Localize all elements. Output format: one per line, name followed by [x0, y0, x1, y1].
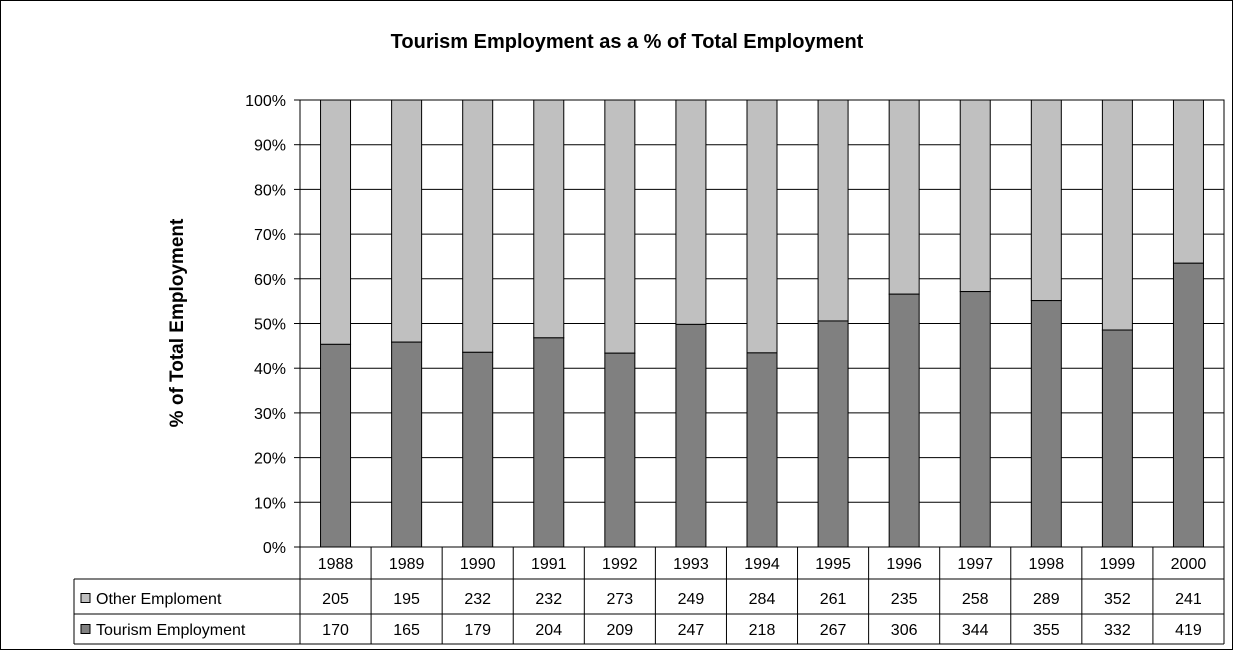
- bar-tourism-employment: [888, 293, 920, 548]
- y-tick-label: 100%: [245, 93, 286, 110]
- data-label-tourism: 419: [1175, 622, 1202, 639]
- bar-tourism-employment: [675, 323, 707, 548]
- data-label-other: 352: [1104, 591, 1131, 608]
- data-label-other: 249: [678, 591, 705, 608]
- x-tick-label: 1994: [744, 556, 780, 573]
- bar-tourism-employment: [1101, 329, 1133, 548]
- y-tick-label: 80%: [254, 182, 286, 199]
- data-label-other: 205: [322, 591, 349, 608]
- bar-other-employment: [959, 99, 991, 293]
- y-tick-label: 40%: [254, 361, 286, 378]
- bar-other-employment: [1030, 99, 1062, 302]
- data-label-tourism: 306: [891, 622, 918, 639]
- y-tick-label: 60%: [254, 272, 286, 289]
- data-table: 1988 1989 1990 1991 1992 1993 1994 1995 1996 1997…: [73, 547, 1225, 645]
- bar-other-employment: [1101, 99, 1133, 331]
- legend-label-tourism: Tourism Employment: [96, 622, 246, 639]
- x-tick-label: 1988: [318, 556, 354, 573]
- bar-tourism-employment: [462, 351, 494, 548]
- bar-tourism-employment: [533, 337, 565, 548]
- x-tick-label: 1999: [1100, 556, 1136, 573]
- y-tick-label: 0%: [263, 540, 286, 557]
- data-label-other: 232: [535, 591, 562, 608]
- bar-other-employment: [675, 99, 707, 325]
- y-tick-label: 50%: [254, 317, 286, 334]
- data-label-other: 289: [1033, 591, 1060, 608]
- bar-other-employment: [888, 99, 920, 295]
- bar-other-employment: [320, 99, 352, 345]
- y-axis-label: % of Total Employment: [167, 218, 188, 427]
- data-label-tourism: 165: [393, 622, 420, 639]
- data-label-tourism: 209: [606, 622, 633, 639]
- y-tick-label: 90%: [254, 138, 286, 155]
- x-tick-label: 1995: [815, 556, 851, 573]
- bar-tourism-employment: [320, 343, 352, 548]
- data-label-tourism: 267: [820, 622, 847, 639]
- x-tick-label: 1996: [886, 556, 922, 573]
- x-tick-label: 2000: [1171, 556, 1207, 573]
- data-label-other: 235: [891, 591, 918, 608]
- bar-tourism-employment: [959, 291, 991, 548]
- legend-label-other: Other Emploment: [96, 591, 222, 608]
- x-tick-label: 1989: [389, 556, 425, 573]
- x-tick-label: 1993: [673, 556, 709, 573]
- bar-other-employment: [533, 99, 565, 339]
- data-label-other: 258: [962, 591, 989, 608]
- x-tick-label: 1997: [957, 556, 993, 573]
- data-label-other: 284: [749, 591, 776, 608]
- x-tick-label: 1990: [460, 556, 496, 573]
- data-label-other: 273: [606, 591, 633, 608]
- y-tick-label: 20%: [254, 451, 286, 468]
- bars: [320, 99, 1204, 548]
- data-label-tourism: 218: [749, 622, 776, 639]
- legend-swatch-tourism: [80, 624, 91, 634]
- bar-tourism-employment: [604, 352, 636, 548]
- data-label-tourism: 170: [322, 622, 349, 639]
- bar-other-employment: [817, 99, 849, 322]
- bar-other-employment: [604, 99, 636, 354]
- y-axis-ticks: 0% 10% 20% 30% 40% 50% 60% 70% 80% 90% 100%: [245, 93, 286, 557]
- data-label-tourism: 332: [1104, 622, 1131, 639]
- bar-tourism-employment: [817, 320, 849, 548]
- x-tick-label: 1998: [1029, 556, 1065, 573]
- bar-tourism-employment: [746, 352, 778, 548]
- data-label-other: 195: [393, 591, 420, 608]
- bar-other-employment: [746, 99, 778, 354]
- data-label-tourism: 204: [535, 622, 562, 639]
- bar-tourism-employment: [1030, 300, 1062, 548]
- bar-tourism-employment: [1172, 262, 1204, 548]
- data-label-tourism: 247: [678, 622, 705, 639]
- x-tick-label: 1992: [602, 556, 638, 573]
- y-tick-label: 10%: [254, 495, 286, 512]
- data-label-other: 261: [820, 591, 847, 608]
- bar-tourism-employment: [391, 341, 423, 548]
- y-tick-label: 30%: [254, 406, 286, 423]
- data-label-tourism: 344: [962, 622, 989, 639]
- data-label-tourism: 355: [1033, 622, 1060, 639]
- bar-other-employment: [391, 99, 423, 343]
- data-label-other: 241: [1175, 591, 1202, 608]
- bar-other-employment: [1172, 99, 1204, 264]
- bar-other-employment: [462, 99, 494, 353]
- x-tick-label: 1991: [531, 556, 567, 573]
- legend-swatch-other: [80, 593, 91, 603]
- data-label-other: 232: [464, 591, 491, 608]
- data-label-tourism: 179: [464, 622, 491, 639]
- chart-title: Tourism Employment as a % of Total Emplo…: [391, 31, 864, 53]
- y-tick-label: 70%: [254, 227, 286, 244]
